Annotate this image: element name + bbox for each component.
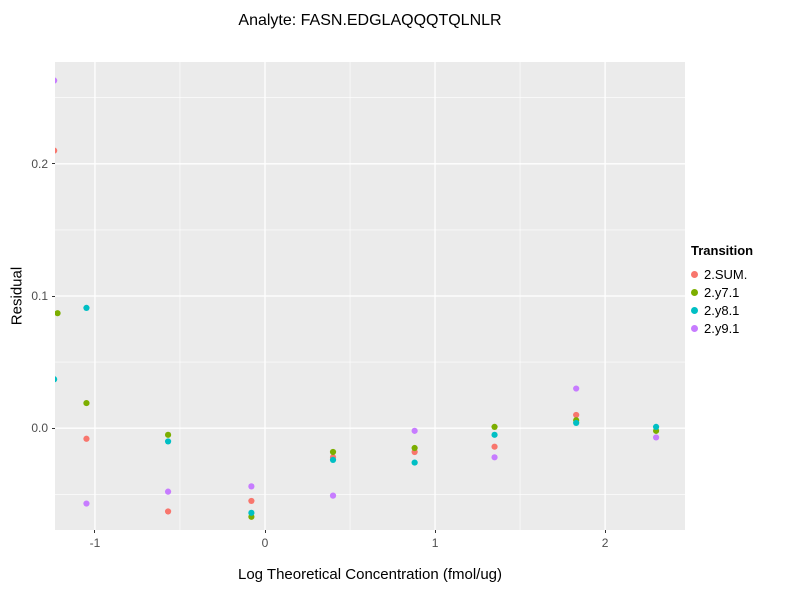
y-tick-label: 0.1 bbox=[31, 289, 48, 303]
data-point bbox=[329, 456, 337, 464]
data-point bbox=[329, 448, 337, 456]
data-point bbox=[573, 411, 580, 419]
chart-title: Analyte: FASN.EDGLAQQQTQLNLR bbox=[238, 12, 502, 29]
data-point bbox=[55, 147, 58, 154]
legend-entry: 2.SUM. bbox=[691, 265, 753, 283]
data-point bbox=[652, 423, 660, 430]
legend-entries: 2.SUM. 2.y7.1 2.y8.1 2.y9.1 bbox=[691, 265, 753, 337]
x-axis-label: Log Theoretical Concentration (fmol/ug) bbox=[237, 566, 503, 583]
data-point bbox=[652, 434, 660, 441]
legend-title: Transition bbox=[691, 243, 754, 258]
data-point bbox=[164, 438, 172, 445]
data-point bbox=[55, 77, 58, 84]
legend-label: 2.SUM. bbox=[704, 266, 748, 282]
x-tick-mark bbox=[94, 530, 96, 533]
legend-label: 2.y7.1 bbox=[704, 284, 740, 300]
data-point bbox=[411, 459, 418, 466]
y-tick-mark bbox=[52, 163, 55, 165]
legend-point-icon bbox=[691, 306, 698, 314]
legend-label: 2.y9.1 bbox=[704, 320, 740, 336]
x-tick-mark bbox=[264, 530, 266, 533]
data-point bbox=[573, 385, 580, 392]
data-point bbox=[55, 376, 58, 383]
data-point bbox=[491, 454, 498, 461]
data-point bbox=[248, 483, 255, 490]
data-point bbox=[83, 304, 90, 311]
y-tick-label: 0.0 bbox=[31, 421, 48, 436]
x-tick-label: -1 bbox=[89, 536, 101, 550]
x-tick-mark bbox=[604, 530, 606, 533]
x-tick-label: 1 bbox=[431, 536, 439, 550]
data-point bbox=[83, 435, 90, 442]
x-tick-label: 0 bbox=[261, 536, 269, 550]
legend-entry: 2.y7.1 bbox=[691, 283, 753, 301]
data-point bbox=[573, 419, 580, 427]
y-tick-mark bbox=[52, 427, 55, 429]
data-point bbox=[164, 508, 172, 515]
legend-point-icon bbox=[691, 288, 698, 296]
data-point bbox=[248, 509, 255, 516]
data-point bbox=[411, 444, 418, 452]
data-point bbox=[491, 443, 498, 450]
data-point bbox=[491, 431, 498, 438]
data-point bbox=[83, 500, 90, 507]
data-point bbox=[329, 492, 337, 499]
y-tick-label: 0.2 bbox=[31, 156, 48, 171]
data-point bbox=[83, 399, 90, 407]
y-tick-mark bbox=[52, 295, 55, 297]
legend-label: 2.y8.1 bbox=[704, 302, 740, 318]
data-point bbox=[164, 488, 172, 495]
x-tick-mark bbox=[434, 530, 436, 533]
data-point bbox=[491, 423, 498, 430]
legend-entry: 2.y8.1 bbox=[691, 301, 753, 319]
plot-panel bbox=[55, 62, 685, 530]
legend: Transition 2.SUM. 2.y7.1 2.y8.1 2.y9.1 bbox=[691, 243, 753, 337]
x-tick-label: 2 bbox=[601, 536, 609, 550]
data-point bbox=[248, 497, 255, 505]
data-point bbox=[164, 431, 172, 438]
legend-entry: 2.y9.1 bbox=[691, 319, 753, 337]
legend-point-icon bbox=[691, 270, 698, 278]
legend-point-icon bbox=[691, 324, 698, 332]
data-point bbox=[411, 427, 418, 434]
data-point bbox=[55, 310, 61, 317]
